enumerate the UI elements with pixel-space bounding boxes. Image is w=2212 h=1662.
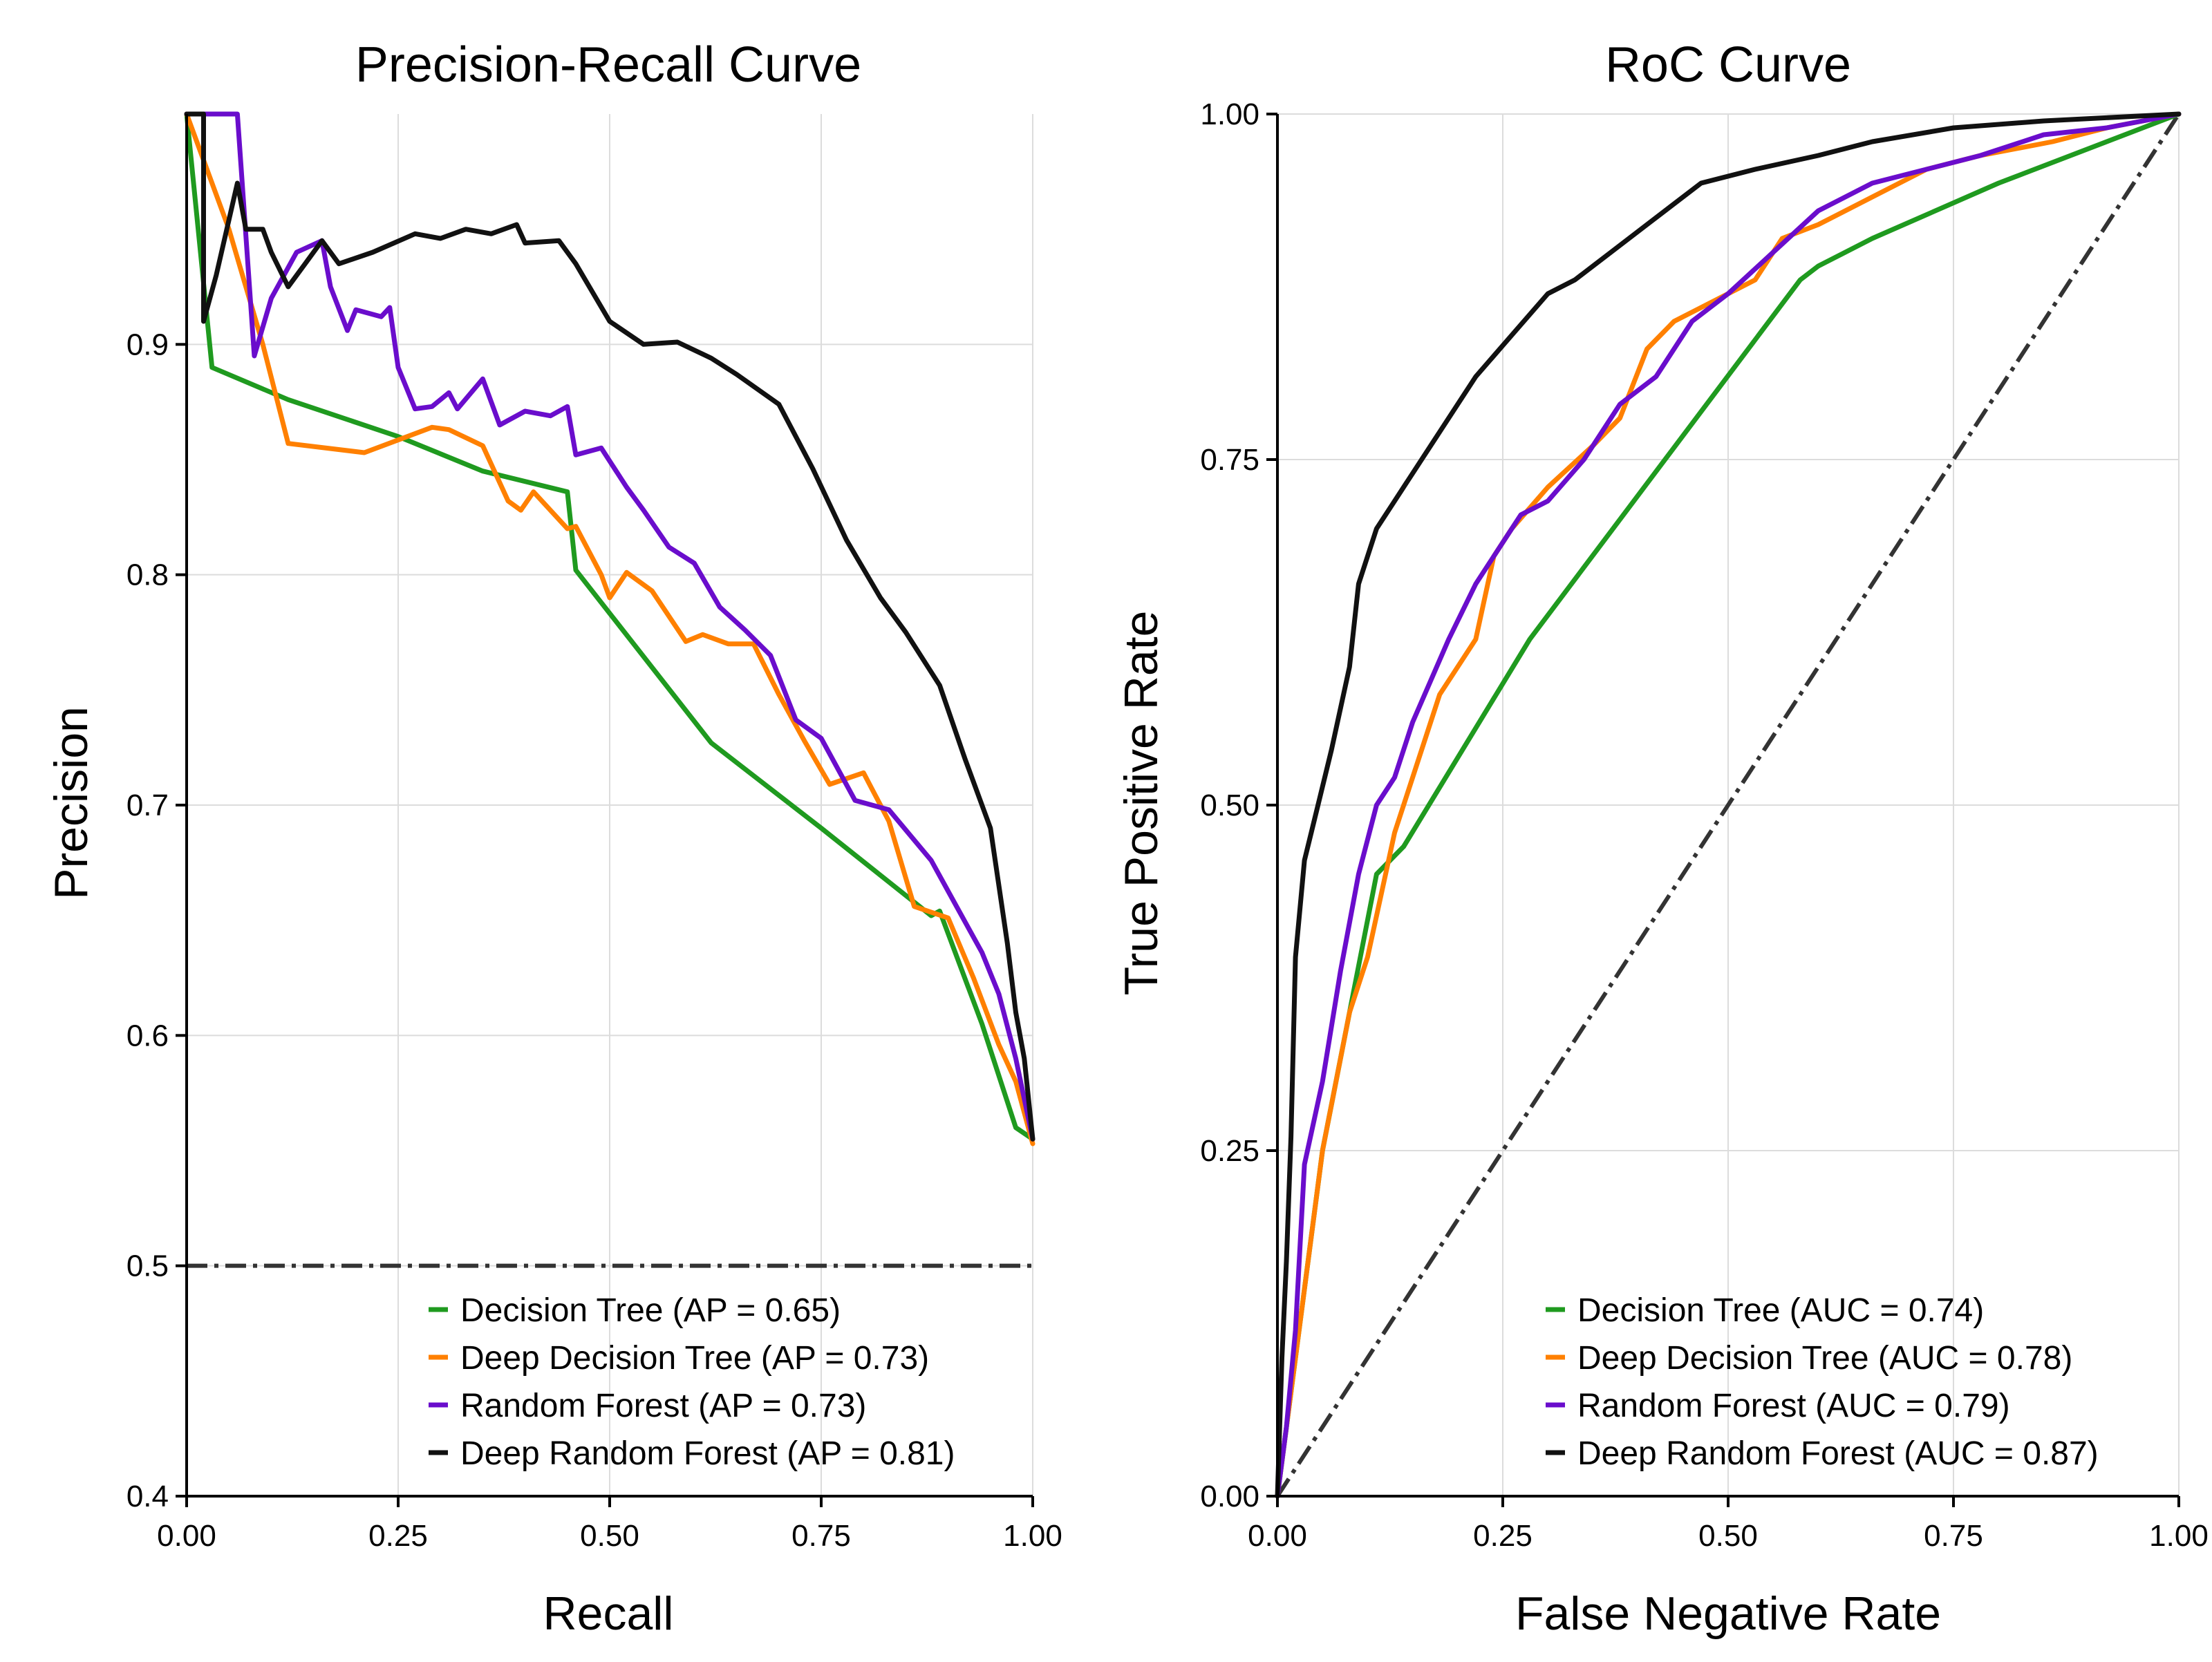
- pr-legend-label-3: Deep Random Forest (AP = 0.81): [460, 1435, 955, 1472]
- roc-x-tick-label-2: 0.50: [1698, 1519, 1758, 1553]
- roc-legend-label-2: Random Forest (AUC = 0.79): [1577, 1388, 2010, 1424]
- pr-y-tick-label-2: 0.6: [126, 1019, 169, 1052]
- roc-legend-label-1: Deep Decision Tree (AUC = 0.78): [1577, 1340, 2072, 1377]
- roc-y-tick-label-4: 1.00: [1200, 97, 1259, 131]
- pr-x-tick-label-0: 0.00: [157, 1519, 216, 1553]
- roc-y-tick-label-2: 0.50: [1200, 788, 1259, 822]
- pr-y-tick-label-3: 0.7: [126, 788, 169, 822]
- roc-reference-dashdot-line: [1275, 113, 2181, 1498]
- roc-series: [1275, 111, 2182, 1499]
- roc-series-line-2: [1275, 111, 2182, 1499]
- pr-legend-label-2: Random Forest (AP = 0.73): [460, 1388, 866, 1424]
- pr-y-axis-title: Precision: [45, 706, 97, 900]
- roc-x-tick-label-3: 0.75: [1924, 1519, 1983, 1553]
- pr-series-line-3: [184, 111, 1035, 1142]
- pr-series-line-2: [184, 111, 1035, 1142]
- roc-legend: Decision Tree (AUC = 0.74) Deep Decision …: [1546, 1292, 2099, 1472]
- roc-legend-label-0: Decision Tree (AUC = 0.74): [1577, 1292, 1984, 1329]
- roc-y-tick-label-3: 0.75: [1200, 443, 1259, 477]
- roc-series-line-3: [1275, 111, 2182, 1499]
- pr-y-tick-label-0: 0.4: [126, 1480, 169, 1513]
- roc-panel: RoC Curve 0.00 0.25 0.50 0.75 1.000.000.250.…: [1115, 37, 2209, 1640]
- pr-legend-label-1: Deep Decision Tree (AP = 0.73): [460, 1340, 929, 1377]
- pr-x-axis-title: Recall: [543, 1587, 674, 1640]
- pr-x-tick-label-3: 0.75: [791, 1519, 851, 1553]
- roc-x-tick-label-0: 0.00: [1248, 1519, 1307, 1553]
- roc-y-tick-label-1: 0.25: [1200, 1134, 1259, 1168]
- pr-series-line-0: [184, 111, 1035, 1142]
- pr-chart-title: Precision-Recall Curve: [355, 37, 861, 93]
- pr-x-tick-label-2: 0.50: [580, 1519, 639, 1553]
- pr-legend-label-0: Decision Tree (AP = 0.65): [460, 1292, 841, 1329]
- pr-x-tick-label-1: 0.25: [368, 1519, 428, 1553]
- roc-x-tick-label-4: 1.00: [2149, 1519, 2209, 1553]
- pr-y-tick-label-1: 0.5: [126, 1249, 169, 1283]
- pr-legend: Decision Tree (AP = 0.65) Deep Decision T…: [429, 1292, 955, 1472]
- pr-x-tick-label-4: 1.00: [1003, 1519, 1062, 1553]
- precision-recall-panel: Precision-Recall Curve 0.00 0.25 0.50 0.75 1…: [45, 37, 1062, 1640]
- roc-chart-title: RoC Curve: [1605, 37, 1851, 93]
- pr-y-tick-label-5: 0.9: [126, 328, 169, 361]
- roc-x-axis-title: False Negative Rate: [1515, 1587, 1941, 1640]
- pr-series-line-1: [184, 111, 1035, 1146]
- roc-y-tick-label-0: 0.00: [1200, 1480, 1259, 1513]
- pr-y-tick-label-4: 0.8: [126, 558, 169, 592]
- roc-x-tick-label-1: 0.25: [1473, 1519, 1533, 1553]
- roc-reference-line: [1275, 113, 2181, 1498]
- roc-y-axis-title: True Positive Rate: [1115, 611, 1168, 996]
- pr-ticks: 0.00 0.25 0.50 0.75 1.00 0.4 0.5 0.6 0.7 0.8 0.9: [126, 328, 1062, 1553]
- roc-legend-label-3: Deep Random Forest (AUC = 0.87): [1577, 1435, 2099, 1472]
- pr-series: [184, 111, 1035, 1146]
- roc-ticks: 0.00 0.25 0.50 0.75 1.00 0.00 0.25 0.50 0.75 1.00: [1200, 97, 2208, 1553]
